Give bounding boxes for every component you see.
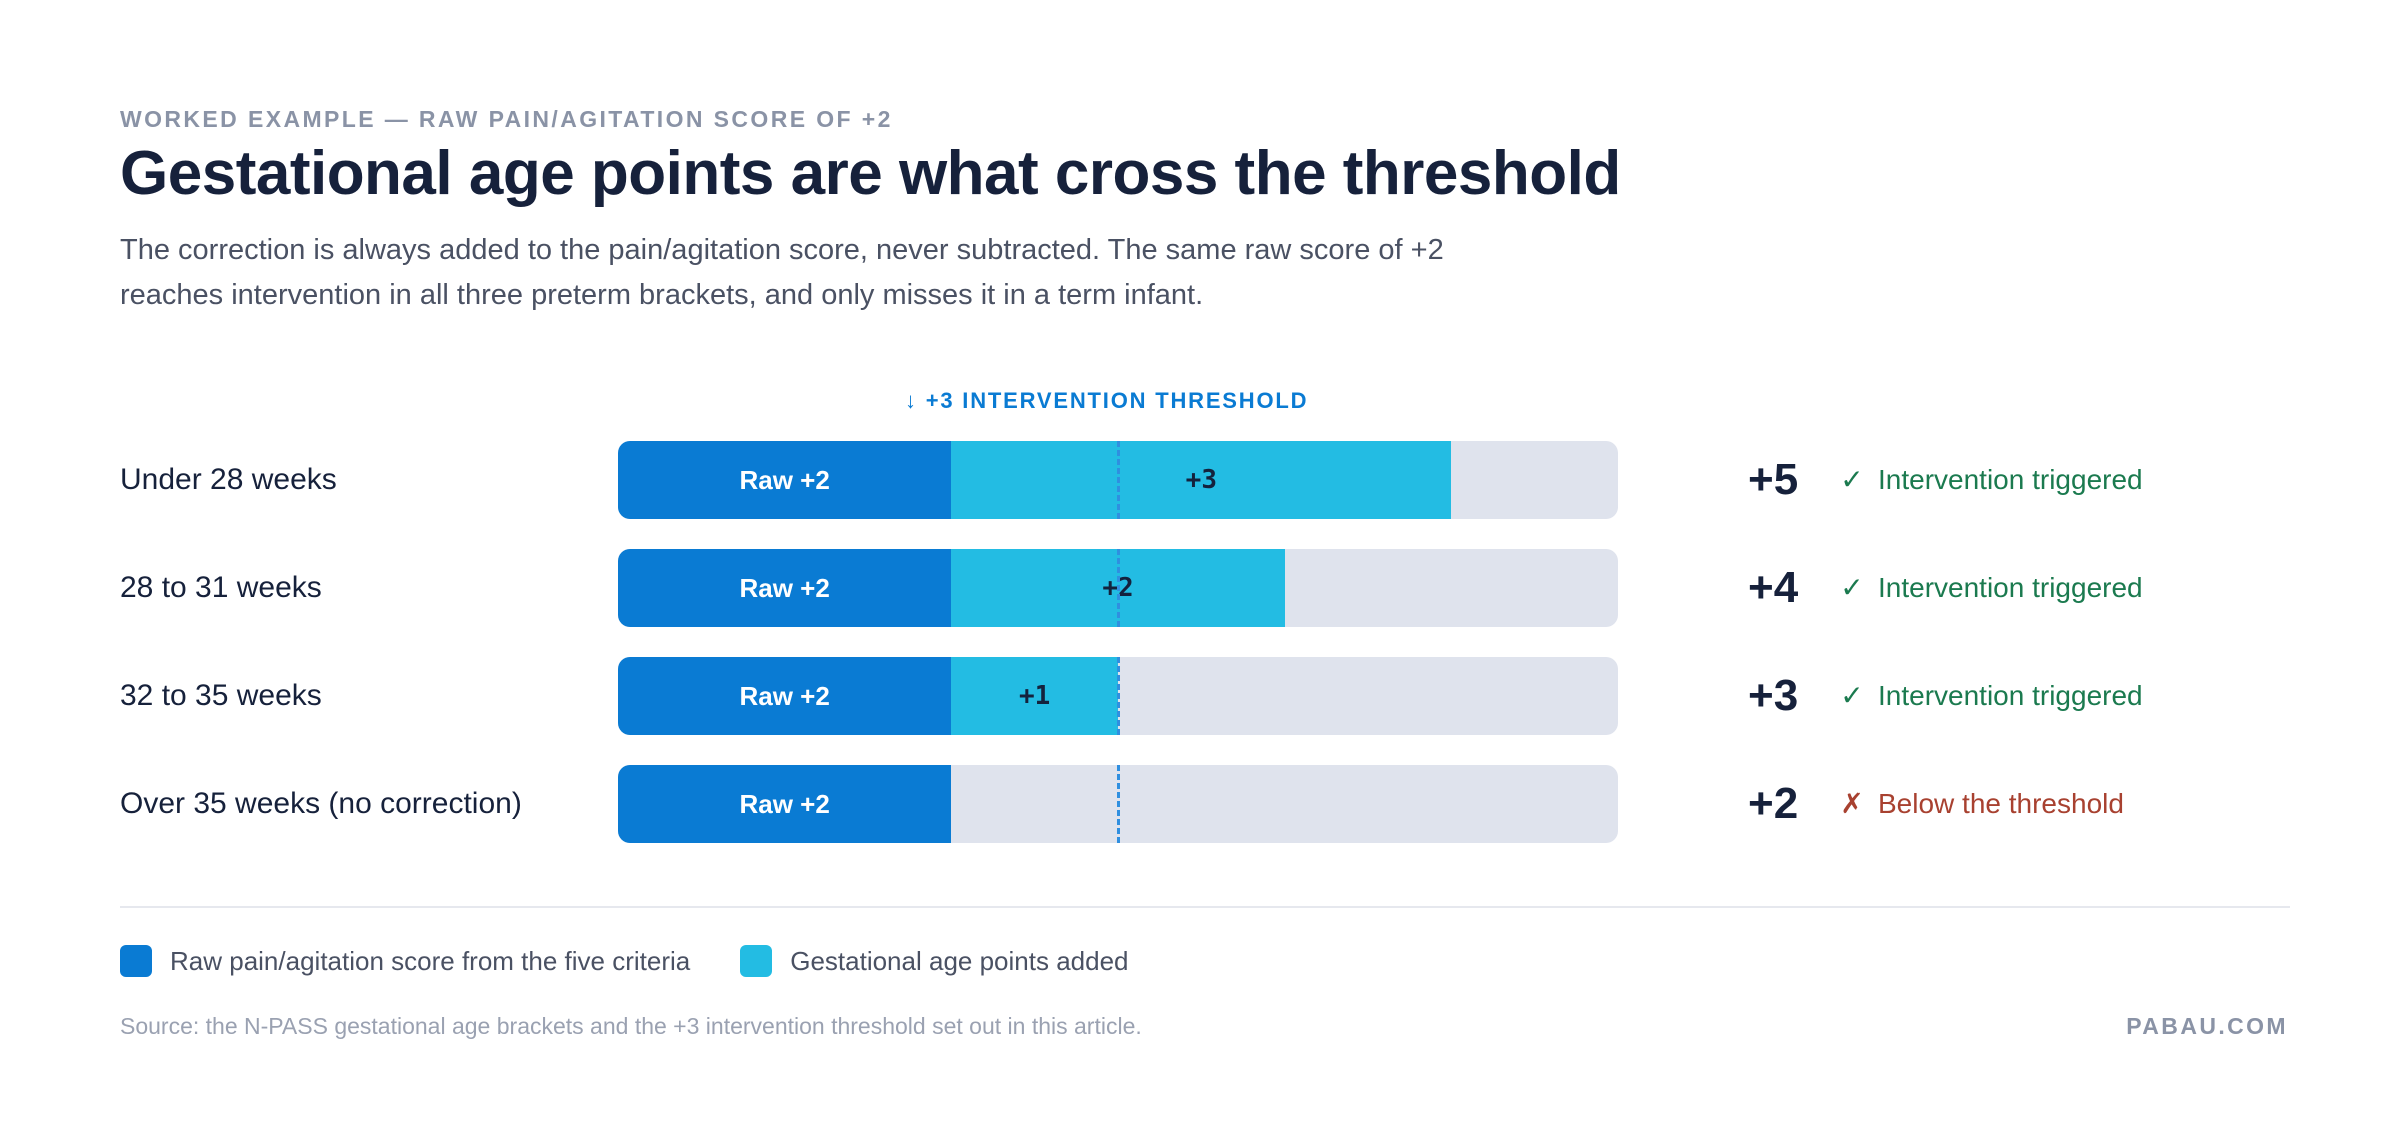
category-label: 28 to 31 weeks [120,571,322,604]
chart-subtitle: The correction is always added to the pa… [120,234,1444,311]
total-score: +5 [1748,455,1799,504]
bar-track: Raw +2 [618,765,1618,843]
status-text: Below the threshold [1878,788,2124,819]
cross-icon: ✗ [1840,788,1864,819]
bar-track: Raw +2 +1 [618,657,1618,735]
status-text: Intervention triggered [1878,572,2143,603]
bar-raw-score: Raw +2 [618,765,952,843]
bar-raw-score: Raw +2 [618,657,952,735]
bar-gestational-points: +1 [951,657,1118,735]
category-label: 32 to 35 weeks [120,679,322,712]
status-badge: ✗ Below the threshold [1838,765,2124,843]
threshold-line [1117,549,1120,627]
total-score: +4 [1748,563,1799,612]
threshold-line [1117,441,1120,519]
bar-track: Raw +2 +3 [618,441,1618,519]
eyebrow: WORKED EXAMPLE — RAW PAIN/AGITATION SCOR… [120,106,893,132]
total-score: +2 [1748,779,1799,828]
bar-track: Raw +2 +2 [618,549,1618,627]
bar-row: Under 28 weeks Raw +2 +3 +5 ✓ Intervention tr… [0,441,2400,519]
legend-item-raw: Raw pain/agitation score from the five c… [120,945,690,977]
bar-row: 32 to 35 weeks Raw +2 +1 +3 ✓ Intervention tr… [0,657,2400,735]
legend-swatch-raw [120,945,152,977]
bar-raw-score: Raw +2 [618,441,952,519]
threshold-line [1117,657,1120,735]
check-icon: ✓ [1840,680,1864,711]
legend-label-raw: Raw pain/agitation score from the five c… [170,945,691,976]
bar-row: Over 35 weeks (no correction) Raw +2 +2 ✗ Be… [0,765,2400,843]
bar-row: 28 to 31 weeks Raw +2 +2 +4 ✓ Intervention tr… [0,549,2400,627]
check-icon: ✓ [1840,572,1864,603]
source-note: Source: the N-PASS gestational age brack… [120,1013,1142,1039]
status-text: Intervention triggered [1878,464,2143,495]
check-icon: ✓ [1840,464,1864,495]
status-badge: ✓ Intervention triggered [1838,657,2143,735]
legend-label-gestational: Gestational age points added [790,945,1129,976]
divider [120,906,2290,908]
total-score: +3 [1748,671,1799,720]
category-label: Over 35 weeks (no correction) [120,787,522,820]
threshold-label: ↓ +3 INTERVENTION THRESHOLD [905,388,1309,413]
legend-item-gestational: Gestational age points added [740,945,1129,977]
status-badge: ✓ Intervention triggered [1838,549,2143,627]
category-label: Under 28 weeks [120,463,337,496]
threshold-line [1117,765,1120,843]
bar-gestational-points: +3 [951,441,1452,519]
bar-raw-score: Raw +2 [618,549,952,627]
chart-title: Gestational age points are what cross th… [120,139,1621,208]
legend-swatch-gestational [740,945,773,977]
legend: Raw pain/agitation score from the five c… [120,944,1179,978]
status-badge: ✓ Intervention triggered [1838,441,2143,519]
brand-mark: PABAU.COM [2126,1013,2288,1039]
status-text: Intervention triggered [1878,680,2143,711]
